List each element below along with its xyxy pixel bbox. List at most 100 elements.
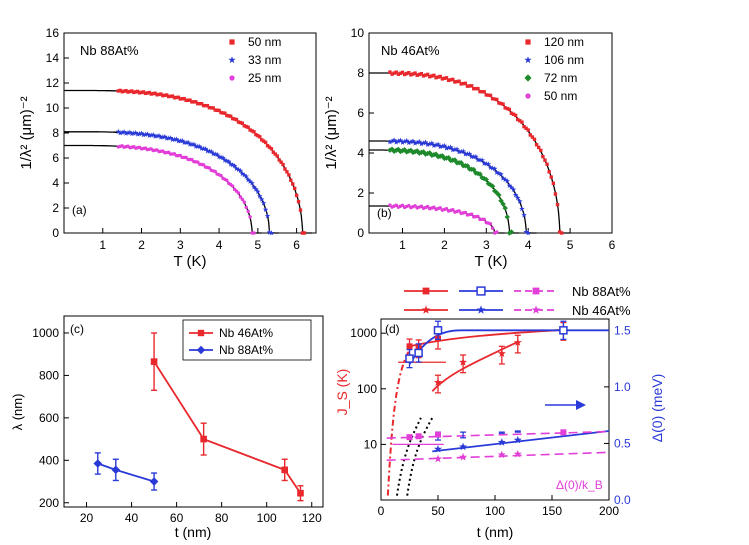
data-point xyxy=(227,114,231,118)
data-point xyxy=(480,90,484,94)
data-point xyxy=(209,106,214,110)
data-point xyxy=(132,90,136,95)
data-point xyxy=(143,91,148,96)
data-point xyxy=(242,200,246,204)
panel-d-axis-ticks: 0 50 100 150 200 10 100 1000 0.0 0.5 1.0 1.5 xyxy=(350,323,631,518)
data-point xyxy=(508,229,515,235)
data-point xyxy=(283,167,287,171)
data-point xyxy=(459,452,468,461)
data-point xyxy=(252,130,256,134)
data-point xyxy=(395,146,402,153)
legend-label: 106 nm xyxy=(544,53,584,67)
panel-d-data-marks xyxy=(386,320,610,496)
panel-c-data-marks xyxy=(93,332,304,502)
data-point xyxy=(513,449,522,458)
legend-label: 50 nm xyxy=(248,35,281,49)
data-point xyxy=(528,133,533,137)
legend-marker xyxy=(197,329,205,337)
data-point xyxy=(409,73,413,77)
legend-marker xyxy=(229,75,235,81)
legend-box xyxy=(182,319,312,361)
data-point xyxy=(233,165,240,171)
data-point xyxy=(457,209,461,213)
y-right-tick-label: 0.0 xyxy=(614,493,631,507)
data-point xyxy=(256,133,260,138)
data-point xyxy=(428,74,432,79)
data-point xyxy=(207,166,212,170)
data-point xyxy=(129,130,135,137)
data-point xyxy=(483,176,490,183)
data-point xyxy=(164,135,170,141)
x-tick-label: 200 xyxy=(599,504,619,518)
data-point xyxy=(526,128,530,132)
data-point xyxy=(411,72,415,76)
y-left-tick-label: 1000 xyxy=(350,326,377,340)
legend-marker xyxy=(422,287,430,295)
data-point xyxy=(134,131,141,137)
data-point xyxy=(414,348,423,358)
data-point xyxy=(388,70,392,74)
data-point xyxy=(477,171,483,177)
fit-curve xyxy=(408,329,609,365)
data-point xyxy=(459,82,463,86)
data-point xyxy=(463,81,468,86)
data-point xyxy=(430,74,434,78)
data-point xyxy=(403,137,410,143)
data-point xyxy=(161,93,165,98)
panel-d-frame xyxy=(380,318,610,501)
data-point xyxy=(226,158,232,164)
data-point xyxy=(422,139,429,145)
data-point xyxy=(296,199,301,204)
y-right-tick-label: 0.5 xyxy=(614,436,631,450)
y-tick-label: 14 xyxy=(46,51,60,65)
data-point xyxy=(200,435,207,443)
legend-marker xyxy=(531,305,541,314)
data-point xyxy=(419,204,424,208)
data-point xyxy=(517,198,523,204)
data-point xyxy=(399,139,406,145)
data-point xyxy=(489,183,496,189)
data-point xyxy=(120,90,124,94)
data-point xyxy=(486,93,491,97)
data-point xyxy=(153,91,157,95)
data-point xyxy=(476,214,480,219)
data-point xyxy=(465,84,470,88)
data-point xyxy=(202,146,209,152)
legend-marker xyxy=(421,305,431,314)
fit-line xyxy=(386,451,610,461)
data-point xyxy=(116,89,120,93)
data-point xyxy=(406,139,412,146)
y-tick-label: 10 xyxy=(46,101,60,115)
panel-a-fit-curves xyxy=(64,89,313,234)
data-point xyxy=(130,89,134,93)
data-point xyxy=(165,135,172,141)
data-point xyxy=(150,358,158,365)
data-point xyxy=(467,84,472,88)
data-point xyxy=(150,132,156,138)
panel-c-axis-ticks: 20 40 60 80 100 120 200 400 600 800 1000 xyxy=(32,326,322,525)
data-point xyxy=(155,93,159,97)
data-point xyxy=(482,90,486,94)
data-point xyxy=(464,151,471,157)
data-point xyxy=(438,74,442,79)
data-point xyxy=(459,358,468,366)
data-point xyxy=(508,184,515,190)
data-point xyxy=(466,151,473,157)
data-point xyxy=(275,154,279,158)
data-point xyxy=(460,148,466,154)
data-point xyxy=(433,142,439,148)
data-point xyxy=(488,222,493,226)
data-point xyxy=(268,230,275,236)
data-point xyxy=(469,212,474,216)
data-point xyxy=(390,72,394,76)
data-point xyxy=(265,143,270,148)
data-point xyxy=(504,178,510,184)
legend-label: Nb 88At% xyxy=(219,343,273,357)
data-point xyxy=(261,139,266,143)
data-point xyxy=(203,103,208,108)
data-point xyxy=(213,169,217,174)
data-point xyxy=(457,79,461,83)
data-point xyxy=(174,95,179,100)
x-tick-label: 150 xyxy=(542,504,562,518)
data-point xyxy=(503,106,507,110)
